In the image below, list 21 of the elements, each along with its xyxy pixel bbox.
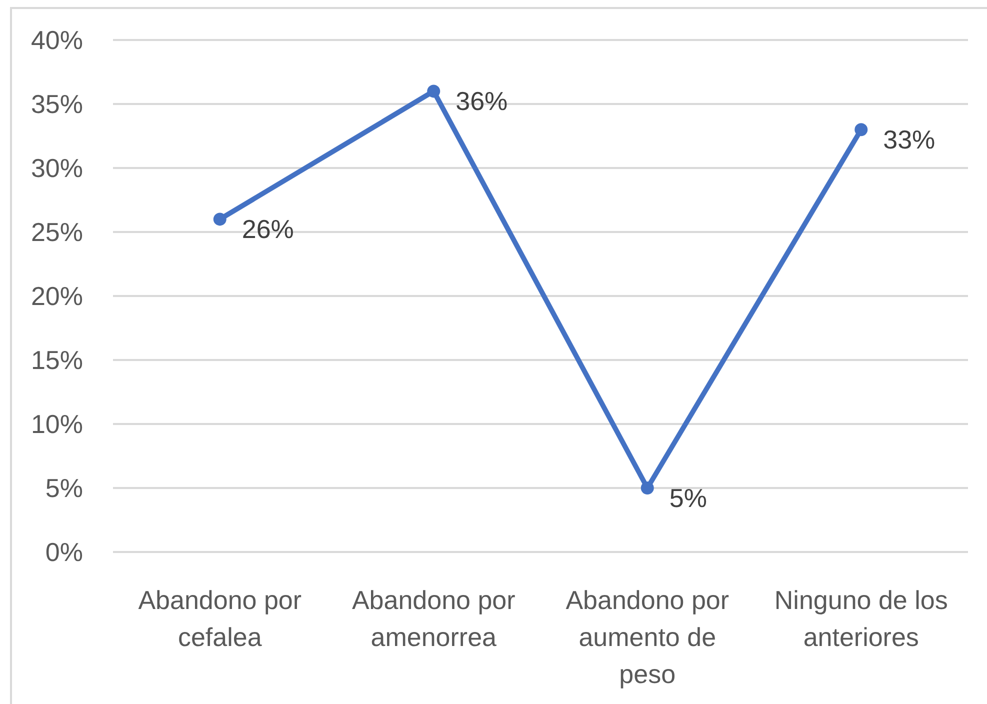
x-tick-label: Abandono por aumento de peso: [566, 585, 730, 689]
data-label: 5%: [669, 483, 707, 513]
data-label: 36%: [456, 86, 508, 116]
x-tick-label: Abandono por amenorrea: [352, 585, 516, 652]
data-label: 26%: [242, 214, 294, 244]
y-tick-label: 25%: [30, 217, 83, 248]
point: [640, 482, 654, 494]
x-tick-label: Abandono por cefalea: [138, 585, 302, 652]
y-tick-label: 40%: [30, 25, 83, 56]
y-tick-label: 30%: [30, 153, 83, 184]
data-label: 33%: [883, 124, 936, 155]
y-tick-label: 5%: [45, 473, 83, 504]
point: [854, 123, 868, 136]
y-tick-label: 15%: [30, 345, 83, 376]
point: [427, 84, 440, 98]
point: [213, 212, 226, 226]
x-tick-label: Ninguno de los anteriores: [774, 585, 948, 652]
y-tick-label: 10%: [30, 409, 83, 440]
y-tick-label: 20%: [30, 281, 83, 312]
y-tick-label: 35%: [30, 89, 83, 120]
y-tick-label: 0%: [45, 537, 83, 568]
